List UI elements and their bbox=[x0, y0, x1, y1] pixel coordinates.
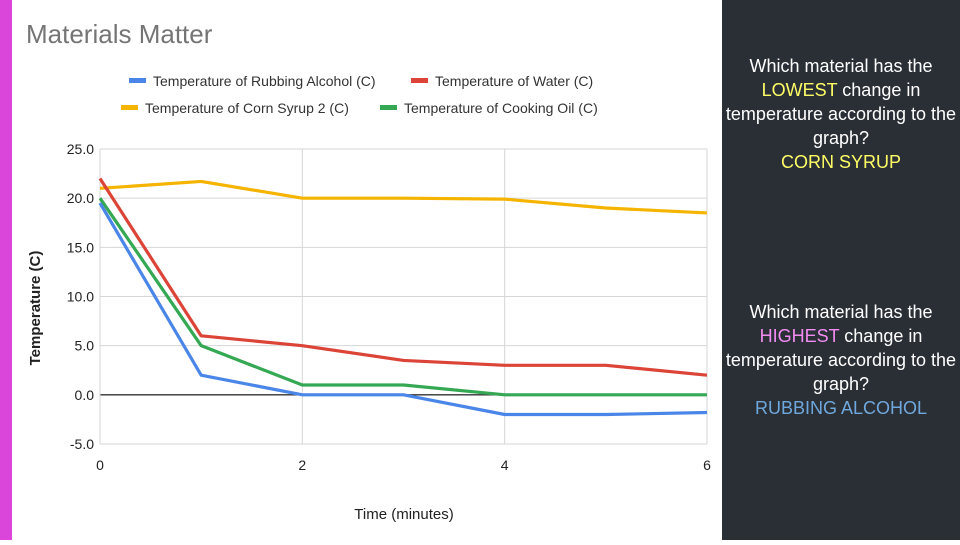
legend-swatch bbox=[129, 78, 146, 83]
y-tick-label: 15.0 bbox=[67, 239, 94, 255]
legend-label: Temperature of Water (C) bbox=[435, 73, 593, 89]
question-lowest-highlight: LOWEST bbox=[761, 80, 838, 100]
x-tick-label: 0 bbox=[96, 457, 104, 473]
question-highest-change: Which material has the HIGHEST change in… bbox=[722, 300, 960, 420]
legend-label: Temperature of Rubbing Alcohol (C) bbox=[153, 73, 376, 89]
y-tick-label: 10.0 bbox=[67, 289, 94, 305]
answer-highest: RUBBING ALCOHOL bbox=[754, 398, 928, 418]
y-tick-label: 25.0 bbox=[67, 141, 94, 157]
y-tick-label: -5.0 bbox=[70, 436, 94, 452]
chart-grid bbox=[99, 148, 708, 445]
x-tick-label: 6 bbox=[703, 457, 711, 473]
temperature-line-chart: Materials Matter Temperature of Rubbing … bbox=[26, 19, 711, 523]
question-highest-text-post: change in temperature according to the g… bbox=[725, 326, 957, 394]
y-axis-label: Temperature (C) bbox=[27, 251, 44, 366]
question-lowest-text-pre: Which material has the bbox=[749, 56, 933, 76]
x-tick-labels: 0 2 4 6 bbox=[96, 457, 711, 473]
chart-panel: Materials Matter Temperature of Rubbing … bbox=[12, 0, 722, 540]
chart-title: Materials Matter bbox=[26, 19, 213, 49]
chart-legend: Temperature of Rubbing Alcohol (C) Temper… bbox=[121, 73, 598, 116]
question-lowest-change: Which material has the LOWEST change in … bbox=[722, 54, 960, 174]
legend-swatch bbox=[380, 105, 397, 110]
y-tick-label: 0.0 bbox=[75, 387, 95, 403]
question-highest-text-pre: Which material has the bbox=[749, 302, 933, 322]
answer-lowest: CORN SYRUP bbox=[780, 152, 901, 172]
legend-label: Temperature of Cooking Oil (C) bbox=[404, 100, 598, 116]
series-line-0 bbox=[98, 202, 708, 417]
series-line-1 bbox=[98, 177, 708, 377]
x-axis-label: Time (minutes) bbox=[354, 506, 453, 523]
legend-swatch bbox=[121, 105, 138, 110]
x-tick-label: 4 bbox=[501, 457, 509, 473]
y-tick-label: 20.0 bbox=[67, 190, 94, 206]
accent-bar bbox=[0, 0, 12, 540]
chart-series-lines bbox=[98, 177, 708, 417]
legend-label: Temperature of Corn Syrup 2 (C) bbox=[145, 100, 349, 116]
x-tick-label: 2 bbox=[298, 457, 306, 473]
series-line-2 bbox=[99, 179, 708, 215]
series-line-3 bbox=[98, 197, 707, 397]
question-highest-highlight: HIGHEST bbox=[759, 326, 840, 346]
y-tick-labels: 25.0 20.0 15.0 10.0 5.0 0.0 -5.0 bbox=[67, 141, 94, 452]
y-tick-label: 5.0 bbox=[75, 338, 95, 354]
question-lowest-text-post: change in temperature according to the g… bbox=[725, 80, 957, 148]
side-panel: Which material has the LOWEST change in … bbox=[722, 0, 960, 540]
legend-swatch bbox=[411, 78, 428, 83]
